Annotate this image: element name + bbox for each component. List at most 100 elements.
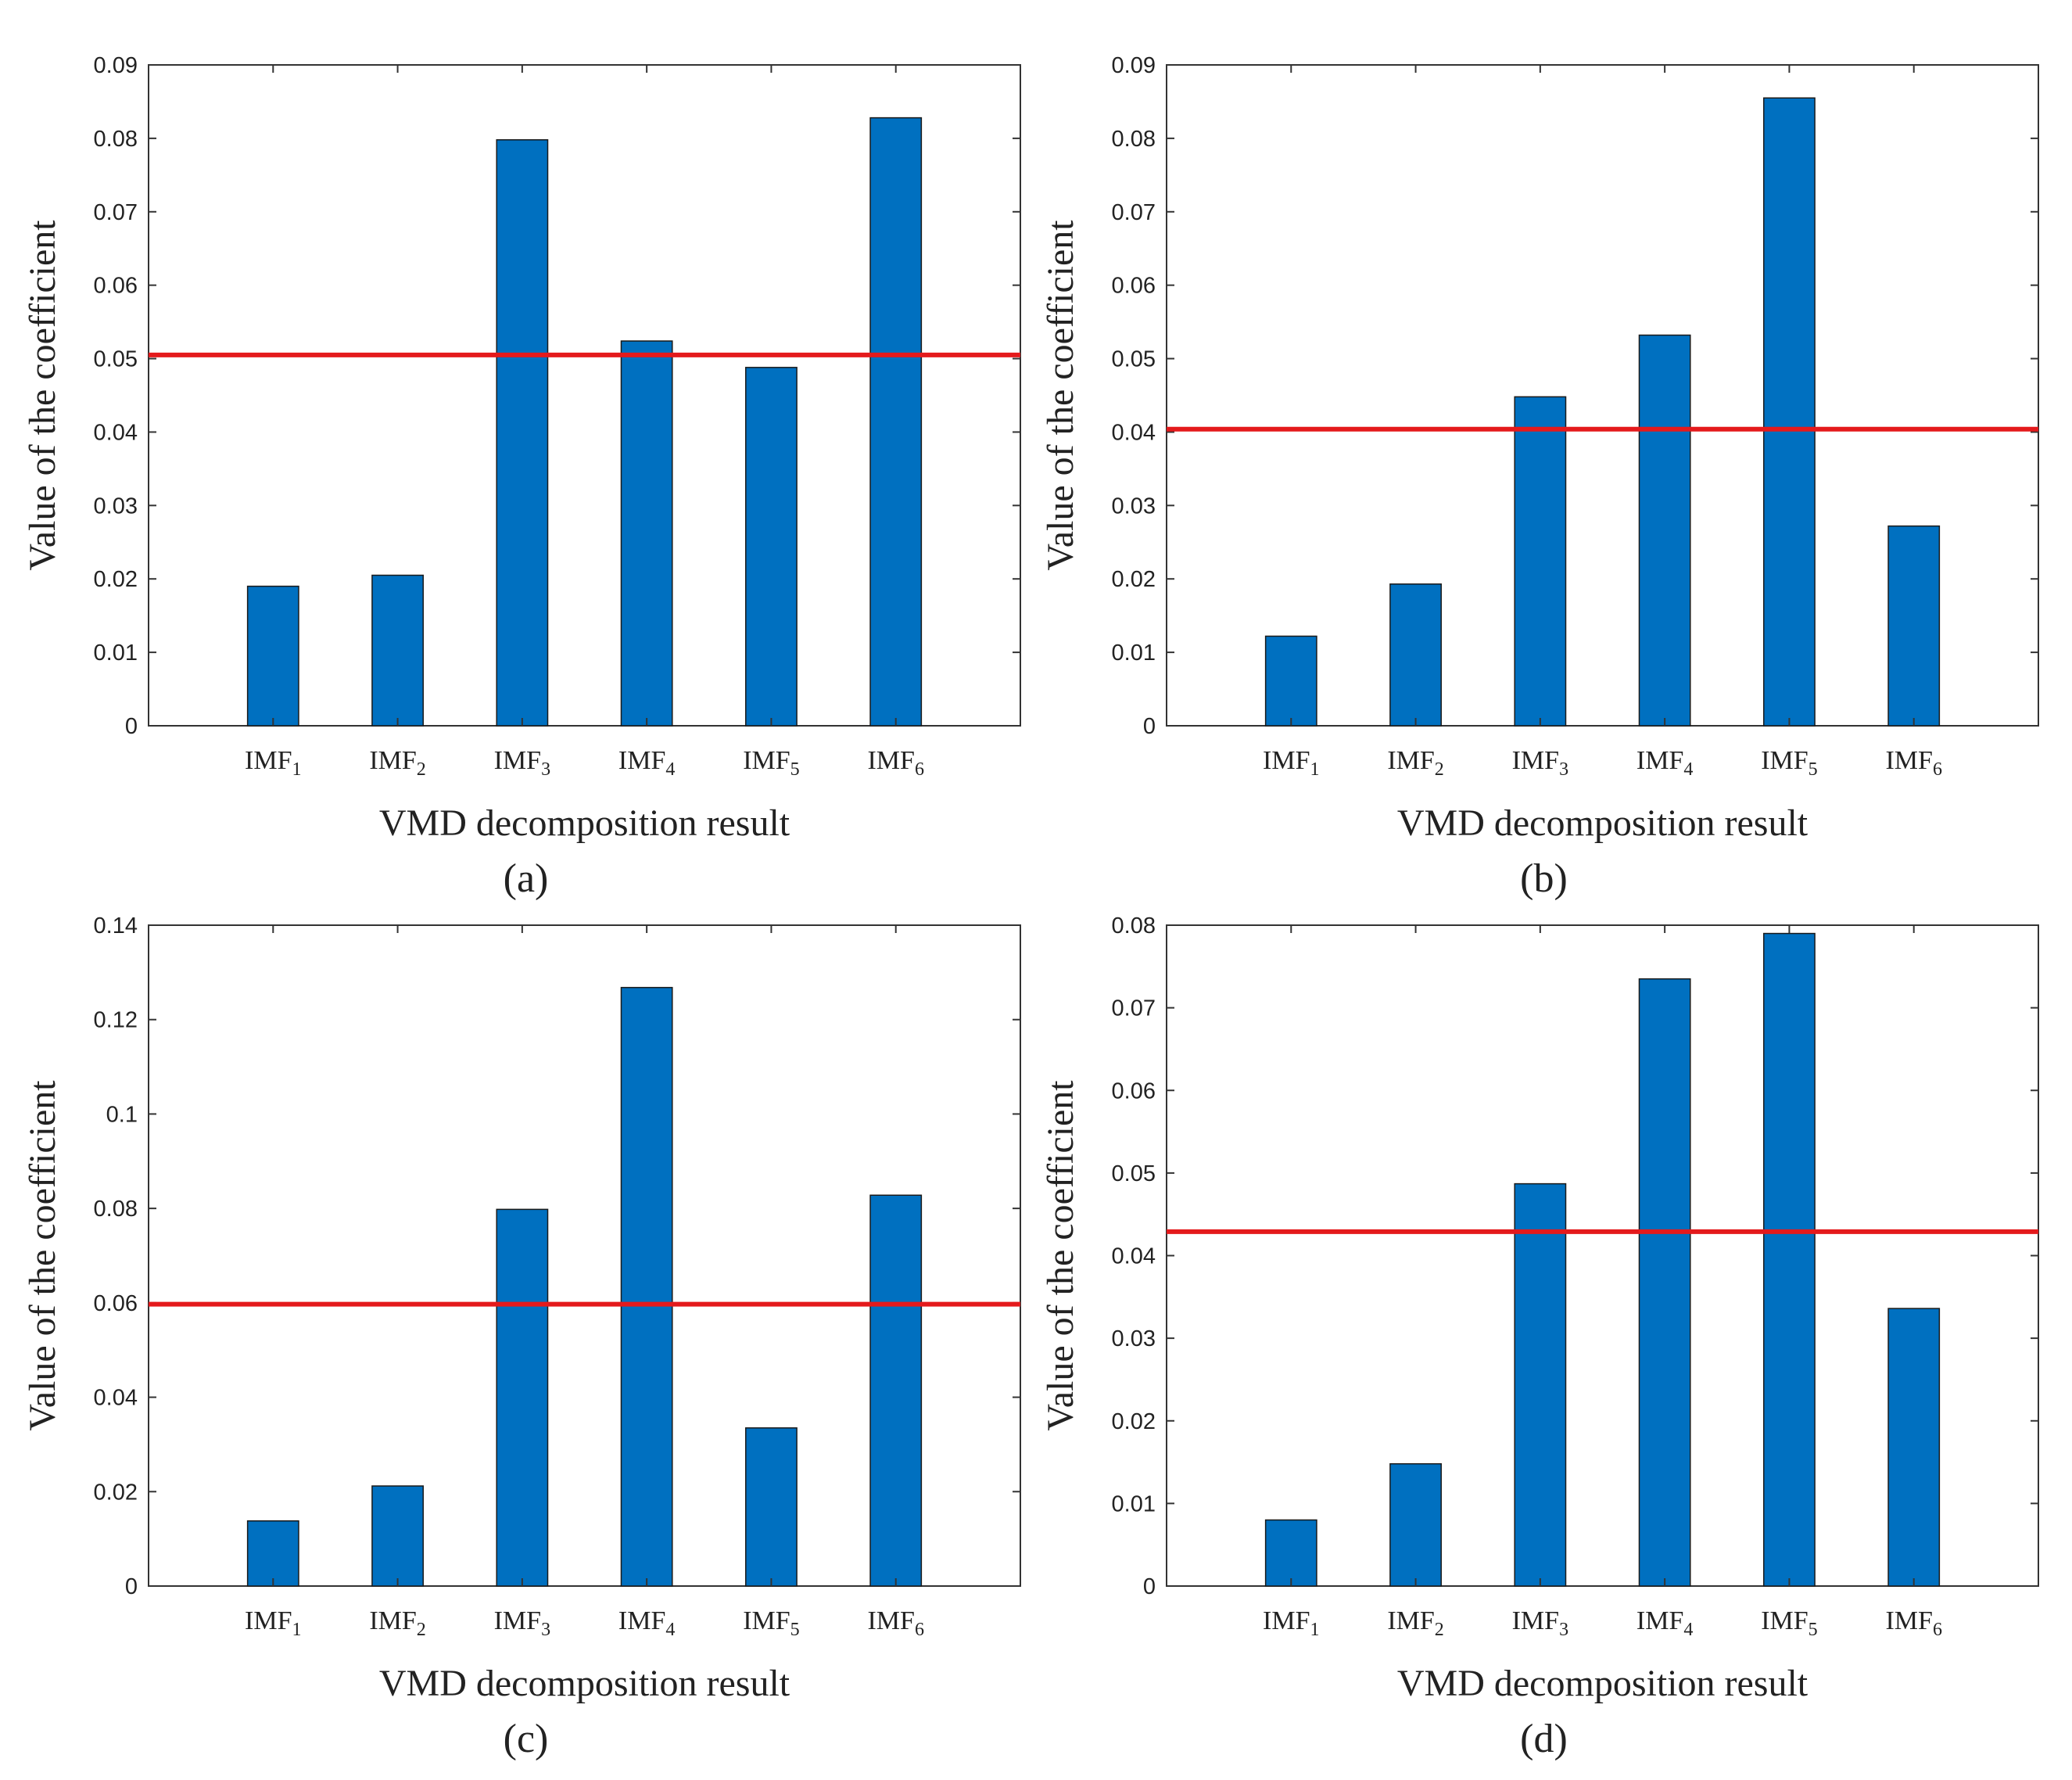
panel-a: 0 0.01 0.02 0.03 0.04 0.05 0.06 0.07 0.08 0.09 IMF… xyxy=(22,53,1021,901)
bar-imf3 xyxy=(1514,1182,1567,1587)
x-tick-label: IMF3 xyxy=(494,1606,550,1640)
y-tick-label: 0.05 xyxy=(94,347,138,372)
bar-imf6 xyxy=(1887,525,1941,727)
y-tick-label: 0.08 xyxy=(1112,127,1156,152)
y-tick-label: 0.08 xyxy=(94,1197,138,1222)
y-tick-label: 0.06 xyxy=(94,1291,138,1316)
y-tick-label: 0.01 xyxy=(1112,641,1156,666)
panel-b: 0 0.01 0.02 0.03 0.04 0.05 0.06 0.07 0.08 0.09 IMF… xyxy=(1040,53,2039,901)
panel-caption: (c) xyxy=(504,1717,549,1761)
y-tick-label: 0.12 xyxy=(94,1008,138,1033)
y-tick-label: 0.06 xyxy=(1112,1078,1156,1104)
x-tick-label: IMF2 xyxy=(1387,746,1443,780)
y-tick-label: 0.04 xyxy=(1112,420,1156,445)
bar-imf4 xyxy=(1638,334,1691,727)
y-tick-label: 0 xyxy=(1143,1574,1156,1599)
x-tick-label: IMF2 xyxy=(369,1606,425,1640)
x-axis-title: VMD decomposition result xyxy=(379,802,790,844)
y-tick-label: 0.14 xyxy=(94,913,138,938)
x-tick-label: IMF6 xyxy=(867,746,923,780)
y-tick-label: 0.04 xyxy=(94,420,138,445)
bar-imf1 xyxy=(1264,1519,1317,1587)
y-tick-label: 0.03 xyxy=(1112,1326,1156,1351)
x-tick-label: IMF3 xyxy=(1512,1606,1568,1640)
x-tick-label: IMF1 xyxy=(1263,746,1319,780)
bar-imf6 xyxy=(869,117,923,727)
x-tick-label: IMF5 xyxy=(1761,1606,1817,1640)
x-tick-label: IMF6 xyxy=(1885,1606,1941,1640)
y-tick-label: 0.07 xyxy=(1112,996,1156,1021)
x-tick-label: IMF5 xyxy=(743,746,799,780)
y-tick-label: 0 xyxy=(125,1574,138,1599)
x-tick-label: IMF6 xyxy=(867,1606,923,1640)
bar-imf4 xyxy=(620,986,673,1587)
y-tick-label: 0.05 xyxy=(1112,1161,1156,1186)
x-tick-label: IMF4 xyxy=(1636,746,1693,780)
x-tick-label: IMF3 xyxy=(1512,746,1568,780)
panel-d: 0 0.01 0.02 0.03 0.04 0.05 0.06 0.07 0.08 IMF1 IMF… xyxy=(1040,913,2039,1761)
y-tick-label: 0.04 xyxy=(94,1386,138,1411)
x-tick-label: IMF3 xyxy=(494,746,550,780)
y-tick-label: 0.08 xyxy=(1112,913,1156,938)
bar-imf6 xyxy=(1887,1308,1941,1587)
y-tick-label: 0 xyxy=(125,714,138,739)
y-tick-label: 0.02 xyxy=(1112,1409,1156,1434)
bar-imf5 xyxy=(745,1427,798,1587)
y-axis-title: Value of the coefficient xyxy=(1040,1080,1081,1431)
bar-imf6 xyxy=(869,1194,923,1587)
panel-caption: (b) xyxy=(1520,856,1568,901)
bar-imf5 xyxy=(745,367,798,727)
bar-imf3 xyxy=(1514,396,1567,727)
y-tick-label: 0.03 xyxy=(94,493,138,519)
y-tick-label: 0.08 xyxy=(94,127,138,152)
x-tick-label: IMF5 xyxy=(1761,746,1817,780)
y-tick-label: 0.03 xyxy=(1112,493,1156,519)
x-tick-label: IMF6 xyxy=(1885,746,1941,780)
y-tick-label: 0.07 xyxy=(94,200,138,225)
bar-imf3 xyxy=(496,1208,549,1587)
x-tick-label: IMF1 xyxy=(245,1606,301,1640)
x-axis-title: VMD decomposition result xyxy=(379,1663,790,1704)
x-axis-title: VMD decomposition result xyxy=(1397,802,1809,844)
y-tick-label: 0.09 xyxy=(94,53,138,78)
bar-imf2 xyxy=(1389,583,1442,727)
bar-imf4 xyxy=(620,340,673,727)
x-axis-title: VMD decomposition result xyxy=(1397,1663,1809,1704)
bar-imf4 xyxy=(1638,978,1691,1587)
panel-caption: (a) xyxy=(504,856,549,901)
y-tick-label: 0.02 xyxy=(94,567,138,592)
y-tick-label: 0.01 xyxy=(94,641,138,666)
y-tick-label: 0.01 xyxy=(1112,1491,1156,1516)
y-tick-label: 0.05 xyxy=(1112,347,1156,372)
y-tick-label: 0.1 xyxy=(106,1102,138,1127)
bar-imf2 xyxy=(371,574,424,727)
y-axis-title: Value of the coefficient xyxy=(22,220,63,571)
x-tick-label: IMF2 xyxy=(1387,1606,1443,1640)
y-tick-label: 0.02 xyxy=(94,1480,138,1505)
x-tick-label: IMF1 xyxy=(1263,1606,1319,1640)
x-tick-label: IMF4 xyxy=(1636,1606,1693,1640)
bar-imf3 xyxy=(496,139,549,727)
bar-imf2 xyxy=(1389,1462,1442,1587)
bar-imf5 xyxy=(1763,97,1816,727)
x-tick-label: IMF1 xyxy=(245,746,301,780)
y-tick-label: 0 xyxy=(1143,714,1156,739)
bar-imf1 xyxy=(246,585,299,727)
y-tick-label: 0.02 xyxy=(1112,567,1156,592)
y-tick-label: 0.09 xyxy=(1112,53,1156,78)
x-tick-label: IMF4 xyxy=(618,746,675,780)
y-tick-label: 0.06 xyxy=(1112,274,1156,299)
bar-imf1 xyxy=(1264,635,1317,727)
panel-c: 0 0.02 0.04 0.06 0.08 0.1 0.12 0.14 IMF1 IMF2 IMF3… xyxy=(22,913,1021,1761)
bar-imf5 xyxy=(1763,932,1816,1587)
bar-imf2 xyxy=(371,1485,424,1587)
y-axis-title: Value of the coefficient xyxy=(1040,220,1081,571)
y-tick-label: 0.07 xyxy=(1112,200,1156,225)
bar-imf1 xyxy=(246,1520,299,1587)
y-tick-label: 0.06 xyxy=(94,274,138,299)
y-axis-title: Value of the coefficient xyxy=(22,1080,63,1431)
panel-caption: (d) xyxy=(1520,1717,1568,1761)
x-tick-label: IMF4 xyxy=(618,1606,675,1640)
x-tick-label: IMF2 xyxy=(369,746,425,780)
